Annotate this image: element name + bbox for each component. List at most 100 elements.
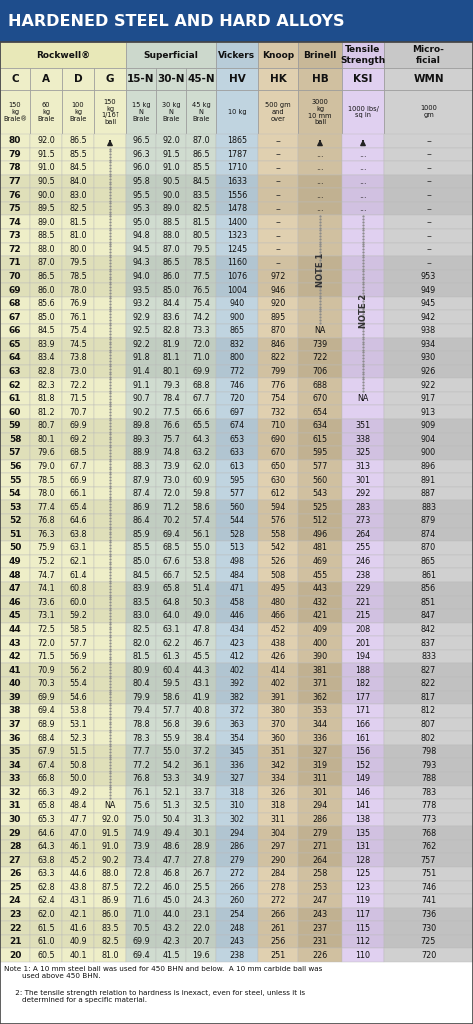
- Bar: [94, 813, 126, 826]
- Bar: [258, 68, 298, 90]
- Bar: [156, 514, 186, 527]
- Bar: [126, 432, 156, 446]
- Bar: [342, 392, 384, 406]
- Text: 612: 612: [271, 489, 286, 499]
- Text: 46.8: 46.8: [162, 869, 180, 879]
- Text: 294: 294: [312, 802, 328, 810]
- Bar: [30, 922, 62, 935]
- Text: 48.4: 48.4: [69, 802, 87, 810]
- Bar: [94, 718, 126, 731]
- Text: 783: 783: [421, 787, 436, 797]
- Bar: [186, 785, 216, 799]
- Text: 688: 688: [313, 381, 327, 389]
- Bar: [186, 867, 216, 881]
- Bar: [62, 90, 94, 134]
- Bar: [126, 705, 156, 718]
- Text: 72.5: 72.5: [37, 625, 55, 634]
- Bar: [384, 175, 473, 188]
- Text: 73.9: 73.9: [132, 842, 150, 851]
- Bar: [156, 215, 186, 229]
- Bar: [384, 90, 473, 134]
- Bar: [258, 42, 298, 68]
- Bar: [258, 202, 298, 215]
- Text: 66.6: 66.6: [192, 408, 210, 417]
- Bar: [258, 188, 298, 202]
- Bar: [216, 487, 258, 501]
- Bar: [258, 731, 298, 744]
- Bar: [216, 188, 258, 202]
- Bar: [0, 636, 30, 650]
- Text: 81.5: 81.5: [69, 218, 87, 226]
- Text: 44.6: 44.6: [69, 869, 87, 879]
- Bar: [216, 432, 258, 446]
- Bar: [216, 677, 258, 690]
- Text: 71.5: 71.5: [69, 394, 87, 403]
- Bar: [258, 799, 298, 813]
- Bar: [156, 134, 186, 147]
- Bar: [298, 392, 342, 406]
- Bar: [62, 229, 94, 243]
- Bar: [342, 147, 384, 161]
- Text: 20.7: 20.7: [192, 937, 210, 946]
- Bar: [126, 894, 156, 907]
- Bar: [30, 935, 62, 948]
- Text: Knoop: Knoop: [262, 50, 294, 59]
- Bar: [62, 582, 94, 596]
- Text: 61.4: 61.4: [69, 570, 87, 580]
- Text: 74.2: 74.2: [192, 312, 210, 322]
- Bar: [94, 175, 126, 188]
- Bar: [258, 705, 298, 718]
- Bar: [258, 650, 298, 664]
- Text: 150
kg
1/16⊺
ball: 150 kg 1/16⊺ ball: [101, 98, 119, 126]
- Text: 466: 466: [271, 611, 286, 621]
- Bar: [0, 269, 30, 284]
- Bar: [126, 731, 156, 744]
- Text: 83.0: 83.0: [69, 190, 87, 200]
- Bar: [126, 175, 156, 188]
- Text: 1160: 1160: [227, 258, 247, 267]
- Text: 61.5: 61.5: [37, 924, 55, 933]
- Bar: [258, 596, 298, 609]
- Bar: [62, 161, 94, 175]
- Text: 48: 48: [9, 570, 21, 580]
- Bar: [216, 935, 258, 948]
- Text: 34.9: 34.9: [192, 774, 210, 783]
- Bar: [126, 419, 156, 432]
- Bar: [342, 772, 384, 785]
- Bar: [94, 460, 126, 473]
- Text: 39.6: 39.6: [192, 720, 210, 729]
- Bar: [94, 853, 126, 867]
- Bar: [186, 759, 216, 772]
- Bar: [342, 188, 384, 202]
- Text: 344: 344: [313, 720, 327, 729]
- Bar: [94, 785, 126, 799]
- Text: 64.6: 64.6: [37, 828, 55, 838]
- Bar: [94, 215, 126, 229]
- Text: 84.5: 84.5: [132, 570, 150, 580]
- Text: 1633: 1633: [227, 177, 247, 186]
- Text: 96.0: 96.0: [132, 164, 150, 172]
- Bar: [30, 799, 62, 813]
- Text: 60
kg
Brale: 60 kg Brale: [37, 102, 55, 122]
- Bar: [30, 392, 62, 406]
- Bar: [258, 284, 298, 297]
- Text: ...: ...: [316, 150, 324, 159]
- Text: 438: 438: [271, 639, 286, 647]
- Bar: [126, 514, 156, 527]
- Bar: [0, 853, 30, 867]
- Text: 817: 817: [421, 693, 436, 701]
- Text: 78: 78: [9, 164, 21, 172]
- Text: 194: 194: [355, 652, 370, 662]
- Text: 560: 560: [313, 475, 328, 484]
- Text: 311: 311: [271, 815, 286, 824]
- Bar: [156, 527, 186, 542]
- Text: 45: 45: [9, 611, 21, 621]
- Text: 279: 279: [229, 856, 245, 864]
- Text: 92.0: 92.0: [162, 136, 180, 145]
- Bar: [0, 690, 30, 705]
- Text: 53.8: 53.8: [69, 707, 87, 716]
- Bar: [216, 406, 258, 419]
- Bar: [298, 690, 342, 705]
- Bar: [62, 568, 94, 582]
- Bar: [62, 840, 94, 853]
